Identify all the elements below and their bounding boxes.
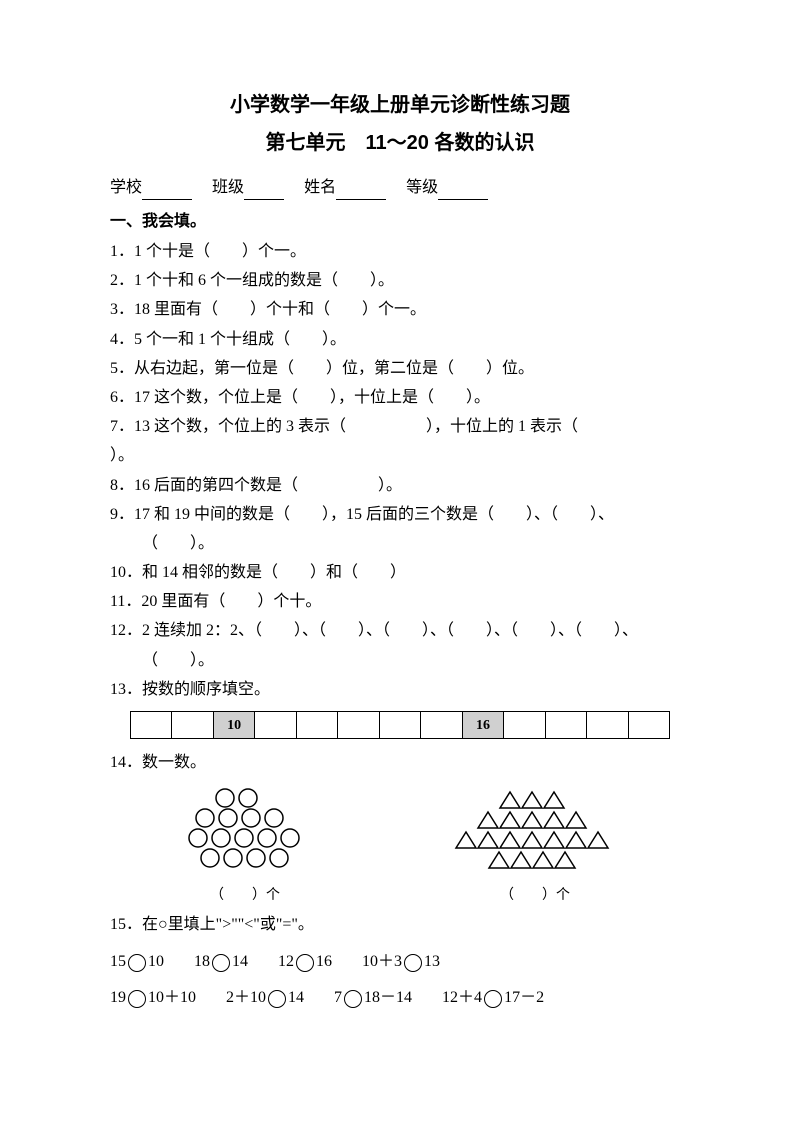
compare-text: 14 [232,953,248,970]
question-8: 8．16 后面的第四个数是（ ）。 [110,472,690,499]
compare-circle[interactable] [296,954,314,972]
triangles-group: （ ）个 [440,786,630,906]
compare-item: 10＋3 13 [362,950,440,974]
question-13: 13．按数的顺序填空。 [110,676,690,703]
school-blank[interactable] [142,184,192,200]
triangles-count-label: （ ）个 [500,885,570,906]
sub-title: 第七单元 11～20 各数的认识 [110,128,690,158]
compare-circle[interactable] [344,990,362,1008]
question-12b: （ ）。 [110,647,690,674]
question-1: 1．1 个十是（ ）个一。 [110,238,690,265]
compare-text: 12＋4 [442,989,482,1006]
compare-item: 1814 [194,950,248,974]
circles-group: （ ）个 [170,786,320,906]
compare-row-2: 19 10＋10 2＋10 14 7 18－14 12＋4 17－2 [110,986,690,1010]
question-5: 5．从右边起，第一位是（ ）位，第二位是（ ）位。 [110,355,690,382]
compare-item: 7 18－14 [334,986,412,1010]
number-strip: 10 16 [130,711,670,739]
compare-item: 12 16 [278,950,332,974]
strip-cell [297,712,338,738]
compare-text: 10＋10 [148,989,196,1006]
compare-text: 10 [148,953,164,970]
class-label: 班级 [212,179,244,196]
question-3: 3．18 里面有（ ）个十和（ ）个一。 [110,296,690,323]
question-11: 11．20 里面有（ ）个十。 [110,588,690,615]
question-6: 6．17 这个数，个位上是（ ），十位上是（ ）。 [110,384,690,411]
compare-circle[interactable] [212,954,230,972]
main-title: 小学数学一年级上册单元诊断性练习题 [110,90,690,120]
circles-svg [170,786,320,881]
compare-circle[interactable] [268,990,286,1008]
question-15: 15．在○里填上">""<"或"="。 [110,911,690,938]
grade-label: 等级 [406,179,438,196]
compare-text: 17－2 [504,989,544,1006]
strip-cell [546,712,587,738]
question-12a: 12．2 连续加 2：2、（ ）、（ ）、（ ）、（ ）、（ ）、（ ）、 [110,617,690,644]
name-label: 姓名 [304,179,336,196]
grade-blank[interactable] [438,184,488,200]
compare-circle[interactable] [128,954,146,972]
school-label: 学校 [110,179,142,196]
question-9b: （ ）。 [110,530,690,557]
compare-circle[interactable] [484,990,502,1008]
compare-text: 2＋10 [226,989,266,1006]
strip-cell [587,712,628,738]
question-9a: 9．17 和 19 中间的数是（ ），15 后面的三个数是（ ）、（ ）、 [110,501,690,528]
strip-cell: 16 [463,712,504,738]
strip-cell [172,712,213,738]
strip-cell [131,712,172,738]
strip-cell [504,712,545,738]
compare-text: 18 [194,953,210,970]
strip-cell [380,712,421,738]
question-4: 4．5 个一和 1 个十组成（ ）。 [110,326,690,353]
question-10: 10．和 14 相邻的数是（ ）和（ ） [110,559,690,586]
question-7b: ）。 [110,442,690,469]
strip-cell [629,712,669,738]
name-blank[interactable] [336,184,386,200]
question-14: 14．数一数。 [110,749,690,776]
compare-text: 13 [424,953,440,970]
strip-cell: 10 [214,712,255,738]
counting-row: （ ）个 （ ）个 [110,786,690,906]
strip-cell [338,712,379,738]
strip-cell [255,712,296,738]
compare-text: 15 [110,953,126,970]
compare-text: 10＋3 [362,953,402,970]
strip-cell [421,712,462,738]
compare-text: 19 [110,989,126,1006]
section-1-title: 一、我会填。 [110,210,690,234]
triangles-svg [440,786,630,881]
compare-text: 16 [316,953,332,970]
compare-item: 2＋10 14 [226,986,304,1010]
compare-text: 14 [288,989,304,1006]
compare-circle[interactable] [404,954,422,972]
compare-text: 18－14 [364,989,412,1006]
question-2: 2．1 个十和 6 个一组成的数是（ ）。 [110,267,690,294]
compare-item: 1510 [110,950,164,974]
compare-item: 19 10＋10 [110,986,196,1010]
question-7a: 7．13 这个数，个位上的 3 表示（ ），十位上的 1 表示（ [110,413,690,440]
class-blank[interactable] [244,184,284,200]
compare-text: 12 [278,953,294,970]
compare-text: 7 [334,989,342,1006]
compare-circle[interactable] [128,990,146,1008]
student-info-line: 学校 班级 姓名 等级 [110,176,690,200]
circles-count-label: （ ）个 [210,885,280,906]
compare-row-1: 15101814121610＋313 [110,950,690,974]
compare-item: 12＋4 17－2 [442,986,544,1010]
